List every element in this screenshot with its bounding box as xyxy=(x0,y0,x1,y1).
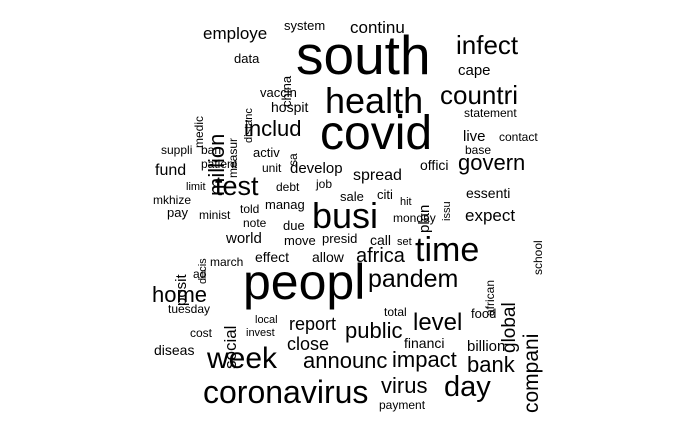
word-diseas: diseas xyxy=(154,342,195,358)
word-effect: effect xyxy=(255,249,289,265)
word-food: food xyxy=(471,306,497,321)
word-school: school xyxy=(531,240,545,275)
word-job: job xyxy=(316,177,333,191)
word-sa: sa xyxy=(286,153,300,166)
word-march: march xyxy=(210,255,244,269)
word-minist: minist xyxy=(199,208,231,222)
word-live: live xyxy=(463,128,486,145)
word-report: report xyxy=(289,314,337,334)
word-distanc: distanc xyxy=(243,108,255,143)
word-announc: announc xyxy=(303,348,388,373)
word-infect: infect xyxy=(456,30,519,60)
word-monday: monday xyxy=(393,211,436,225)
word-data: data xyxy=(234,51,260,66)
word-pandem: pandem xyxy=(368,265,459,293)
word-employe: employe xyxy=(203,24,268,43)
word-due: due xyxy=(283,218,305,233)
word-covid: covid xyxy=(320,107,433,160)
word-set: set xyxy=(397,236,412,248)
word-spread: spread xyxy=(353,167,402,184)
word-test: test xyxy=(215,171,259,201)
word-hit: hit xyxy=(400,196,412,208)
word-world: world xyxy=(226,230,262,247)
word-bank: bank xyxy=(467,352,515,377)
word-mkhize: mkhize xyxy=(153,193,192,207)
word-offici: offici xyxy=(420,157,449,173)
word-cost: cost xyxy=(190,326,213,340)
word-ad: ad xyxy=(193,267,207,281)
word-social: social xyxy=(221,325,240,369)
word-allow: allow xyxy=(312,249,344,265)
word-sale: sale xyxy=(340,189,364,204)
word-south: south xyxy=(296,24,431,86)
word-fund: fund xyxy=(155,162,187,179)
word-essenti: essenti xyxy=(466,185,511,201)
word-level: level xyxy=(413,309,463,336)
word-patient: patient xyxy=(201,157,238,171)
word-hospit: hospit xyxy=(271,99,309,115)
word-issu: issu xyxy=(441,201,453,221)
word-debt: debt xyxy=(276,180,300,194)
word-citi: citi xyxy=(377,187,393,202)
word-peopl: peopl xyxy=(243,254,366,310)
word-compani: compani xyxy=(520,333,543,413)
word-close: close xyxy=(287,334,330,354)
word-move: move xyxy=(284,233,316,248)
word-health: health xyxy=(325,80,424,121)
word-unit: unit xyxy=(262,161,282,175)
word-pay: pay xyxy=(167,205,188,220)
word-tuesday: tuesday xyxy=(168,302,211,316)
word-told: told xyxy=(240,202,260,216)
word-countri: countri xyxy=(440,80,519,110)
word-base: base xyxy=(465,143,492,157)
word-ban: ban xyxy=(201,143,222,157)
word-payment: payment xyxy=(379,398,426,412)
word-coronavirus: coronavirus xyxy=(203,374,369,410)
word-financi: financi xyxy=(404,335,445,351)
word-includ: includ xyxy=(244,116,302,141)
word-day: day xyxy=(444,371,491,403)
word-suppli: suppli xyxy=(161,143,193,157)
word-billion: billion xyxy=(467,338,506,355)
word-africa: africa xyxy=(356,245,405,267)
word-invest: invest xyxy=(246,327,275,339)
word-total: total xyxy=(384,305,407,319)
word-system: system xyxy=(284,18,326,33)
word-home: home xyxy=(152,282,208,307)
word-week: week xyxy=(207,342,278,375)
word-statement: statement xyxy=(464,106,517,120)
word-govern: govern xyxy=(458,150,526,175)
word-public: public xyxy=(345,318,403,343)
word-continu: continu xyxy=(350,18,405,37)
word-limit: limit xyxy=(186,181,206,193)
word-local: local xyxy=(255,314,278,326)
word-call: call xyxy=(370,232,392,248)
word-develop: develop xyxy=(290,160,343,177)
word-contact: contact xyxy=(499,130,538,144)
word-time: time xyxy=(415,231,480,269)
word-activ: activ xyxy=(253,145,280,160)
word-expect: expect xyxy=(465,206,516,225)
word-virus: virus xyxy=(381,373,428,398)
word-impact: impact xyxy=(392,347,457,372)
word-cape: cape xyxy=(458,62,491,79)
word-manag: manag xyxy=(265,197,305,212)
word-presid: presid xyxy=(322,231,358,246)
word-busi: busi xyxy=(312,195,379,236)
word-note: note xyxy=(243,216,267,230)
word-vaccin: vaccin xyxy=(260,85,297,100)
